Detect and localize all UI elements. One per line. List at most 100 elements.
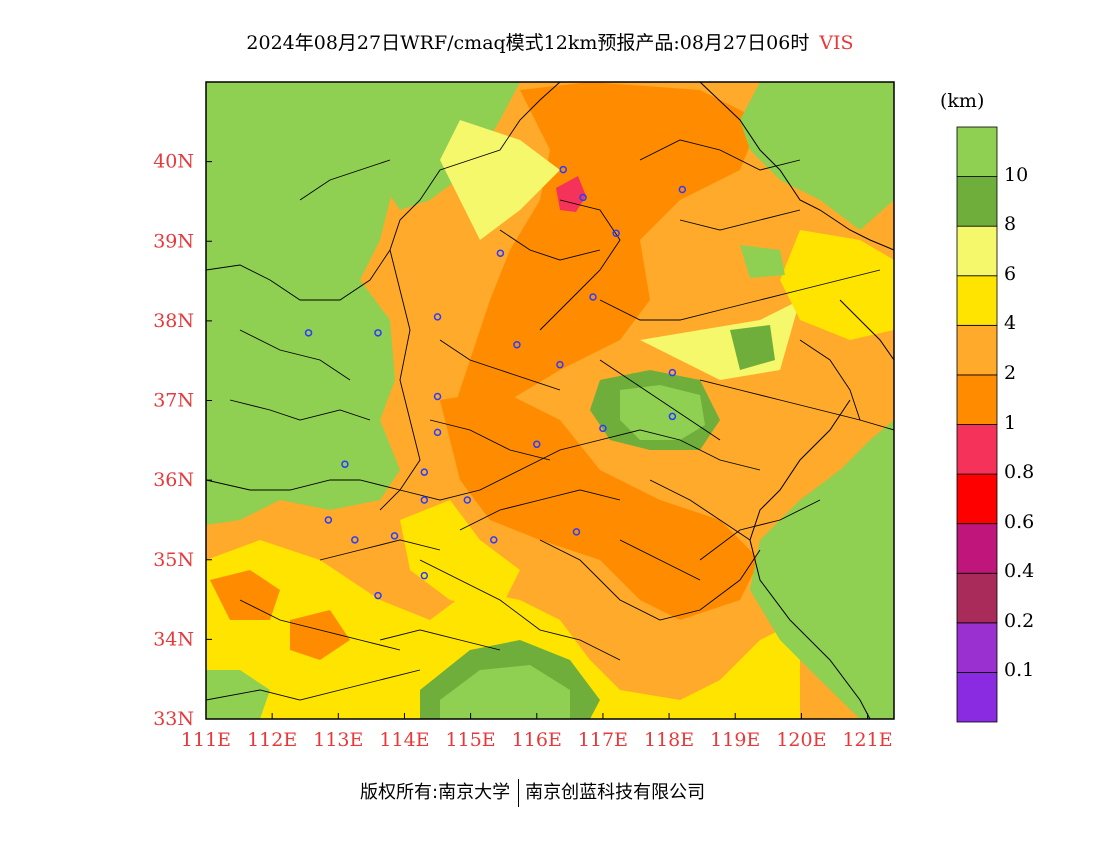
station-marker: [589, 293, 597, 301]
lon-tick-label: 116E: [512, 729, 562, 751]
field-green-south: [440, 665, 570, 719]
lon-tick-label: 118E: [644, 729, 694, 751]
lon-tick-label: 115E: [446, 729, 496, 751]
colorbar-label: 0.1: [1004, 659, 1035, 682]
colorbar-band: [956, 572, 998, 624]
lon-tick-label: 113E: [313, 729, 363, 751]
station-marker: [324, 516, 333, 524]
field-red-hotspot: [556, 176, 586, 212]
lon-tick-label: 121E: [842, 729, 892, 751]
colorbar-label: 6: [1004, 262, 1017, 285]
map-title: 2024年08月27日WRF/cmaq模式12km预报产品:08月27日06时 V…: [0, 28, 1100, 55]
field-lightyellow: [440, 120, 560, 240]
footer: 版权所有:南京大学 南京创蓝科技有限公司: [360, 778, 705, 807]
station-marker: [420, 571, 429, 580]
lon-tick-label: 120E: [776, 729, 826, 751]
station-marker: [341, 460, 349, 468]
station-marker: [668, 368, 677, 377]
field-yellow-east: [780, 230, 894, 340]
footer-copyright: 版权所有:南京大学: [360, 782, 511, 803]
lon-tick-label: 111E: [181, 729, 231, 751]
station-marker: [390, 532, 399, 540]
field-green-east: [740, 82, 894, 230]
colorbar-unit: (km): [940, 90, 985, 112]
colorbar-label: 0.8: [1004, 461, 1035, 484]
station-marker: [496, 249, 505, 257]
province-boundaries: [206, 82, 894, 701]
title-variable: VIS: [819, 32, 854, 54]
station-marker: [579, 193, 587, 202]
station-marker: [433, 428, 442, 437]
field-orange-north: [450, 82, 760, 440]
footer-company: 南京创蓝科技有限公司: [525, 782, 706, 803]
lat-tick-label: 36N: [153, 469, 194, 491]
colorbar-band: [956, 324, 998, 376]
station-marker: [433, 313, 442, 321]
station-marker: [559, 165, 567, 174]
lat-tick-label: 33N: [153, 708, 194, 730]
station-marker: [374, 591, 382, 600]
station-marker: [533, 440, 541, 449]
colorbar-band: [956, 275, 998, 326]
colorbar-label: 0.2: [1004, 609, 1035, 632]
lon-tick-label: 117E: [578, 729, 628, 751]
colorbar-band: [956, 374, 998, 425]
station-marker: [599, 424, 607, 433]
colorbar-label: 2: [1004, 361, 1017, 384]
colorbar-band: [956, 176, 998, 227]
field-green-southeast: [750, 420, 894, 719]
colorbar: [956, 126, 998, 723]
axis-ticks: [205, 161, 869, 720]
lon-tick-label: 112E: [247, 729, 297, 751]
map-field: [206, 82, 894, 719]
field-darkgreen-patch: [730, 325, 775, 370]
field-orange-sw2: [290, 610, 350, 660]
field-orange-sw: [210, 570, 280, 620]
colorbar-band: [956, 523, 998, 574]
station-markers: [304, 165, 687, 600]
colorbar-label: 4: [1004, 312, 1017, 335]
station-marker: [612, 229, 620, 238]
station-marker: [490, 536, 498, 544]
colorbar-label: 1: [1004, 411, 1017, 434]
lat-tick-label: 38N: [153, 310, 194, 332]
station-marker: [433, 392, 442, 401]
colorbar-label: 0.6: [1004, 510, 1035, 533]
colorbar-band: [956, 424, 998, 475]
coastline: [699, 82, 894, 719]
colorbar-band: [956, 622, 998, 673]
station-marker: [420, 496, 429, 504]
lat-tick-label: 35N: [153, 549, 194, 571]
station-marker: [513, 341, 521, 349]
station-marker: [374, 329, 382, 337]
lon-tick-label: 114E: [379, 729, 429, 751]
field-green-patch: [740, 245, 785, 278]
axis-tick-labels: 111E 112E 113E 114E 115E 116E 117E 118E 119E 120E…: [153, 151, 892, 751]
station-marker: [420, 468, 429, 476]
colorbar-band: [956, 225, 998, 277]
colorbar-label: 8: [1004, 213, 1017, 236]
colorbar-label: 10: [1004, 163, 1029, 186]
lat-tick-label: 40N: [153, 151, 194, 173]
station-marker: [678, 185, 687, 194]
colorbar-label: 0.4: [1004, 560, 1035, 583]
station-marker: [572, 528, 581, 536]
colorbar-band: [956, 126, 998, 177]
colorbar-band: [956, 672, 998, 723]
footer-separator: [518, 779, 520, 807]
field-yellow-south: [206, 540, 800, 719]
field-yellow-center: [400, 500, 520, 610]
station-marker: [668, 412, 677, 421]
field-green-shandong: [620, 385, 705, 440]
title-main: 2024年08月27日WRF/cmaq模式12km预报产品:08月27日06时: [246, 32, 810, 54]
lat-tick-label: 39N: [153, 230, 194, 252]
colorbar-band: [956, 473, 998, 525]
station-marker: [556, 360, 564, 369]
station-marker: [304, 329, 313, 337]
station-marker: [463, 496, 472, 504]
lat-tick-label: 34N: [153, 628, 194, 650]
lat-tick-label: 37N: [153, 390, 194, 412]
station-marker: [351, 536, 359, 544]
lon-tick-label: 119E: [710, 729, 760, 751]
